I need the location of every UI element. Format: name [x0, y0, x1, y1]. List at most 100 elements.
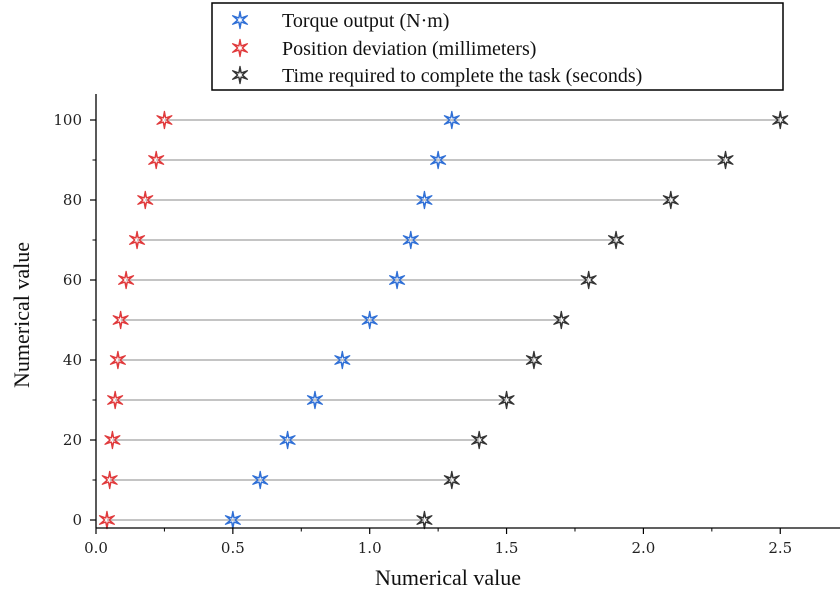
torque-point-20	[279, 430, 296, 450]
position-deviation-point-20-inner	[106, 433, 119, 447]
position-deviation-point-80	[137, 190, 154, 210]
legend-marker-torque	[231, 10, 249, 30]
ticks: 0.0 0.5 1.0 1.5 2.0 2.5 0 20 40 60 80 100	[53, 111, 792, 557]
torque-point-20-outline	[279, 430, 296, 450]
torque-point-80	[416, 190, 433, 210]
torque-point-80-outline	[416, 190, 433, 210]
torque-point-60-outline	[388, 270, 406, 290]
task-time-point-0-inner	[418, 513, 431, 527]
task-time-point-90-inner	[719, 153, 732, 167]
position-deviation-point-10-inner	[104, 473, 116, 487]
position-deviation-point-70-outline	[128, 230, 146, 250]
task-time-point-10-outline	[443, 470, 460, 490]
task-time-point-60	[580, 270, 597, 290]
legend-marker-torque-inner	[234, 13, 246, 27]
torque-point-70	[402, 230, 419, 250]
torque-point-30-outline	[306, 390, 324, 410]
task-time-point-90-outline	[717, 150, 734, 170]
position-deviation-point-10	[101, 470, 118, 490]
torque-point-100-outline	[443, 110, 460, 130]
torque-point-70-inner	[405, 233, 417, 247]
task-time-point-0	[416, 510, 433, 530]
position-deviation-point-60-inner	[120, 273, 132, 287]
torque-point-60	[388, 270, 406, 290]
connector-lines	[106, 119, 781, 521]
legend: Torque output (N·m) Position deviation (m…	[211, 2, 784, 91]
y-tick-label-1: 20	[63, 431, 82, 449]
x-tick-label-2: 1.0	[358, 539, 382, 557]
y-axis-title: Numerical value	[9, 242, 34, 388]
torque-point-70-outline	[402, 230, 419, 250]
task-time-point-20	[471, 430, 488, 450]
position-deviation-point-80-outline	[137, 190, 154, 210]
task-time-point-0-outline	[416, 510, 433, 530]
position-deviation-point-60-outline	[117, 270, 135, 290]
torque-point-0-inner	[227, 513, 239, 527]
torque-point-30	[306, 390, 324, 410]
torque-point-10	[252, 470, 269, 490]
task-time-point-90	[717, 150, 734, 170]
torque-point-30-inner	[309, 393, 321, 407]
position-deviation-point-0-inner	[101, 513, 113, 527]
task-time-point-20-inner	[473, 433, 485, 447]
task-time-point-10	[443, 470, 460, 490]
torque-point-90-outline	[429, 150, 447, 170]
position-deviation-point-90-outline	[148, 150, 165, 170]
position-deviation-point-90	[148, 150, 165, 170]
legend-marker-position-deviation-outline	[231, 38, 249, 58]
legend-marker-task-time	[231, 65, 249, 85]
torque-point-90-inner	[432, 153, 444, 167]
torque-point-50-outline	[361, 310, 378, 330]
legend-label-task-time: Time required to complete the task (seco…	[282, 65, 642, 87]
legend-marker-torque-outline	[231, 10, 249, 30]
torque-point-90	[429, 150, 447, 170]
y-tick-label-5: 100	[53, 111, 82, 129]
torque-point-40	[334, 350, 351, 370]
x-tick-label-5: 2.5	[768, 539, 792, 557]
legend-marker-task-time-inner	[234, 68, 246, 82]
position-deviation-point-70-inner	[131, 233, 143, 247]
task-time-point-30	[498, 390, 515, 410]
position-deviation-point-90-inner	[150, 153, 162, 167]
position-deviation-point-100-inner	[158, 113, 171, 127]
y-tick-label-0: 0	[72, 511, 82, 529]
position-deviation-point-60	[117, 270, 135, 290]
torque-point-40-inner	[336, 353, 348, 367]
x-axis-title: Numerical value	[375, 565, 521, 590]
position-deviation-point-30-inner	[109, 393, 121, 407]
task-time-point-70	[607, 230, 625, 250]
position-deviation-point-20	[104, 430, 121, 450]
legend-label-position-deviation: Position deviation (millimeters)	[282, 38, 536, 60]
y-tick-label-4: 80	[63, 191, 82, 209]
torque-point-100-inner	[446, 113, 458, 127]
position-deviation-point-40	[109, 350, 127, 370]
position-deviation-point-100	[156, 110, 173, 130]
task-time-point-40	[525, 350, 543, 370]
task-time-point-30-outline	[498, 390, 515, 410]
position-deviation-point-50-inner	[115, 313, 127, 327]
task-time-point-10-inner	[446, 473, 458, 487]
torque-point-80-inner	[418, 193, 431, 207]
legend-label-torque: Torque output (N·m)	[282, 10, 449, 32]
position-deviation-point-100-outline	[156, 110, 173, 130]
position-deviation-point-30-outline	[107, 390, 124, 410]
y-tick-label-3: 60	[63, 271, 82, 289]
data-markers	[98, 110, 789, 530]
task-time-point-100-inner	[774, 113, 786, 127]
task-time-point-50	[553, 310, 570, 330]
position-deviation-point-10-outline	[101, 470, 118, 490]
task-time-point-80-outline	[662, 190, 679, 210]
task-time-point-50-outline	[553, 310, 570, 330]
task-time-point-20-outline	[471, 430, 488, 450]
position-deviation-point-70	[128, 230, 146, 250]
task-time-point-40-inner	[528, 353, 540, 367]
task-time-point-80-inner	[665, 193, 677, 207]
task-time-point-70-inner	[610, 233, 622, 247]
legend-marker-task-time-outline	[231, 65, 249, 85]
position-deviation-point-0	[98, 510, 116, 530]
position-deviation-point-40-outline	[109, 350, 127, 370]
task-time-point-60-inner	[583, 273, 595, 287]
task-time-point-100-outline	[772, 110, 789, 130]
